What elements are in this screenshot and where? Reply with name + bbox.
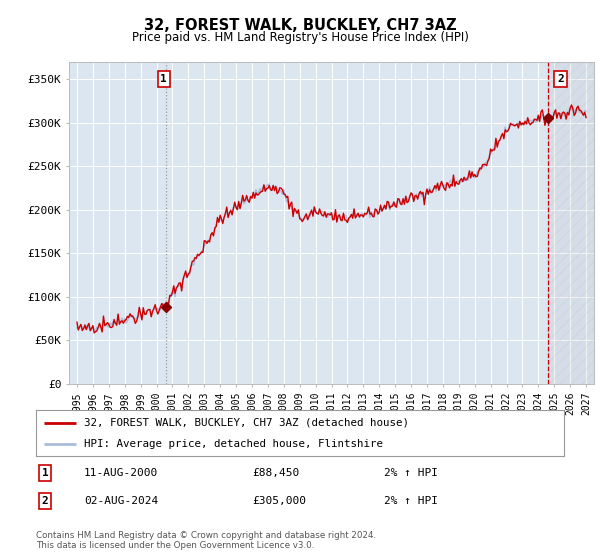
Text: 11-AUG-2000: 11-AUG-2000 <box>84 468 158 478</box>
Text: 2% ↑ HPI: 2% ↑ HPI <box>384 496 438 506</box>
Text: HPI: Average price, detached house, Flintshire: HPI: Average price, detached house, Flin… <box>83 439 383 449</box>
Text: 32, FOREST WALK, BUCKLEY, CH7 3AZ: 32, FOREST WALK, BUCKLEY, CH7 3AZ <box>143 18 457 33</box>
Text: £88,450: £88,450 <box>252 468 299 478</box>
Text: 2: 2 <box>557 74 564 84</box>
Bar <box>548 62 594 384</box>
Text: Contains HM Land Registry data © Crown copyright and database right 2024.
This d: Contains HM Land Registry data © Crown c… <box>36 530 376 550</box>
Text: 02-AUG-2024: 02-AUG-2024 <box>84 496 158 506</box>
Text: 2% ↑ HPI: 2% ↑ HPI <box>384 468 438 478</box>
Text: 1: 1 <box>41 468 49 478</box>
Text: 1: 1 <box>160 74 167 84</box>
Text: Price paid vs. HM Land Registry's House Price Index (HPI): Price paid vs. HM Land Registry's House … <box>131 31 469 44</box>
Text: £305,000: £305,000 <box>252 496 306 506</box>
Text: 32, FOREST WALK, BUCKLEY, CH7 3AZ (detached house): 32, FOREST WALK, BUCKLEY, CH7 3AZ (detac… <box>83 418 409 428</box>
Text: 2: 2 <box>41 496 49 506</box>
